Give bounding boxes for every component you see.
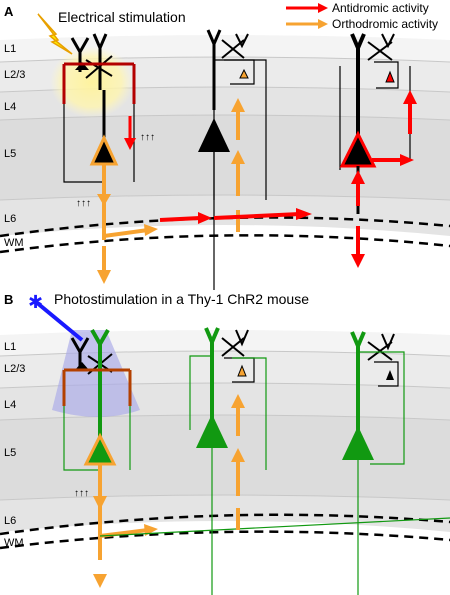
- panel-b: B L1 L2/3 L4 L5 L6 WM ✱ Photostimulation…: [0, 291, 450, 595]
- orthodromic-arrowhead-icon: [93, 496, 107, 510]
- orthodromic-arrowhead-icon: [93, 574, 107, 588]
- layer-label-a-l23: L2/3: [4, 69, 25, 81]
- layer-label-a-l5: L5: [4, 148, 16, 160]
- lightning-bolt-icon: [37, 13, 73, 55]
- antidromic-arrowhead-icon: [403, 90, 417, 104]
- neuron-group-a3: [339, 33, 417, 268]
- legend-antidromic-label: Antidromic activity: [332, 1, 429, 15]
- orthodromic-arrowhead-icon: [231, 448, 245, 462]
- wm-border-lower-a: [0, 234, 450, 254]
- layer-label-a-l1: L1: [4, 43, 16, 55]
- wm-border-upper-b: [0, 513, 450, 536]
- action-potential-marks-icon: ↑↑↑: [140, 132, 155, 143]
- panel-a: A L1 L2/3 L4 L5 L6 WM Electrical stimula…: [0, 1, 450, 290]
- wm-border-lower-b: [0, 530, 450, 550]
- antidromic-arrowhead-icon: [124, 138, 136, 150]
- legend-orthodromic-label: Orthodromic activity: [332, 17, 438, 31]
- l5-pyramidal-soma-b2: [196, 414, 228, 448]
- antidromic-arrowhead-icon: [351, 170, 365, 184]
- orthodromic-arrowhead-icon: [231, 98, 245, 112]
- l23-neuron-soma-a1: [75, 62, 89, 70]
- stimulation-caption: Electrical stimulation: [58, 9, 186, 25]
- antidromic-arrowhead-icon: [198, 212, 212, 224]
- neuron-group-b1: ↑↑↑: [62, 329, 450, 588]
- neuron-group-b3: [342, 331, 405, 595]
- l5-pyramidal-soma-a2: [198, 118, 230, 152]
- layer-label-a-l4: L4: [4, 101, 16, 113]
- photostimulation-caption: Photostimulation in a Thy-1 ChR2 mouse: [54, 291, 309, 307]
- light-cone: [52, 330, 140, 417]
- panel-letter-a: A: [4, 4, 14, 19]
- layer-label-b-l1: L1: [4, 341, 16, 353]
- light-source-star-icon: ✱: [28, 292, 43, 313]
- panel-letter-b: B: [4, 292, 13, 307]
- orthodromic-arrowhead-icon: [231, 394, 245, 408]
- neuron-group-b2: [189, 327, 267, 595]
- layer-label-b-l5: L5: [4, 447, 16, 459]
- orthodromic-arrowhead-icon: [97, 270, 111, 284]
- layer-label-b-l6: L6: [4, 515, 16, 527]
- legend: Antidromic activity Orthodromic activity: [286, 1, 438, 31]
- neuron-group-a1: ↑↑↑ ↑↑↑: [62, 33, 158, 284]
- action-potential-marks-icon: ↑↑↑: [74, 488, 89, 499]
- legend-antidromic-arrowhead-icon: [318, 3, 328, 13]
- optical-fiber: [34, 300, 84, 342]
- orthodromic-arrowhead-icon: [231, 150, 245, 164]
- layer-label-a-l6: L6: [4, 213, 16, 225]
- layer-label-a-wm: WM: [4, 237, 24, 249]
- antidromic-arrowhead-icon: [351, 254, 365, 268]
- orthodromic-arrowhead-icon: [144, 224, 158, 236]
- neuron-group-a2: [159, 29, 312, 290]
- antidromic-arrowhead-icon: [296, 208, 312, 220]
- legend-orthodromic-arrowhead-icon: [318, 19, 328, 29]
- l5-pyramidal-soma-b3: [342, 426, 374, 460]
- antidromic-arrowhead-icon: [400, 154, 414, 166]
- orthodromic-arrowhead-icon: [97, 194, 111, 206]
- layer-label-b-wm: WM: [4, 537, 24, 549]
- action-potential-marks-icon: ↑↑↑: [76, 198, 91, 209]
- layer-label-b-l23: L2/3: [4, 363, 25, 375]
- layer-label-b-l4: L4: [4, 399, 16, 411]
